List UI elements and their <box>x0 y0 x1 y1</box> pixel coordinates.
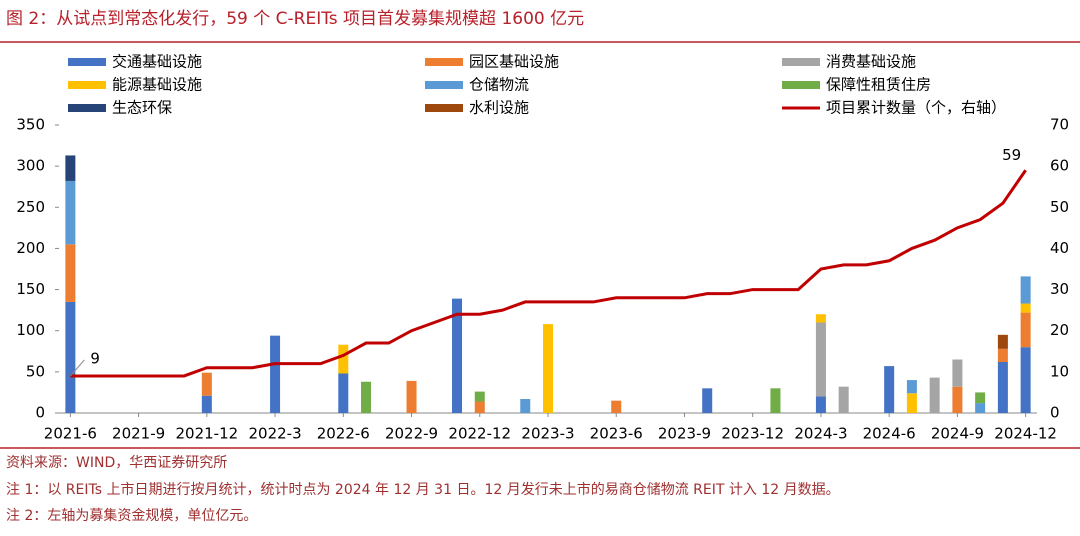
note: 注 2：左轴为募集资金规模，单位亿元。 <box>6 507 257 524</box>
bar <box>906 380 917 394</box>
data-label: 9 <box>90 349 100 367</box>
y2-tick-label: 40 <box>1050 239 1069 257</box>
y-tick-label: 300 <box>16 157 45 175</box>
bar <box>997 334 1008 349</box>
bar <box>406 380 417 413</box>
legend-label: 能源基础设施 <box>112 76 202 94</box>
x-tick-label: 2024-9 <box>931 425 984 443</box>
bar <box>338 344 349 374</box>
legend-swatch <box>425 81 463 89</box>
bar <box>770 388 781 413</box>
data-label: 59 <box>1002 146 1021 164</box>
bar <box>1020 276 1031 304</box>
bar <box>815 314 826 323</box>
bar <box>952 359 963 387</box>
bar <box>474 401 485 413</box>
bar <box>702 388 713 413</box>
bar <box>975 392 986 404</box>
y-tick-label: 350 <box>16 116 45 134</box>
bar <box>474 391 485 402</box>
legend-label: 交通基础设施 <box>112 53 202 71</box>
bar <box>361 381 372 413</box>
x-tick-label: 2024-12 <box>994 425 1057 443</box>
line <box>70 169 1027 378</box>
y2-tick-label: 20 <box>1050 321 1069 339</box>
legend-swatch <box>68 58 106 66</box>
x-tick-label: 2023-6 <box>590 425 643 443</box>
legend-label: 消费基础设施 <box>826 53 916 71</box>
x-tick-label: 2021-12 <box>175 425 238 443</box>
bar <box>815 396 826 413</box>
y-tick-label: 50 <box>26 362 45 380</box>
legend-label: 园区基础设施 <box>469 53 559 71</box>
bar <box>201 395 212 413</box>
y-tick-label: 100 <box>16 321 45 339</box>
x-tick-label: 2024-6 <box>863 425 916 443</box>
bar <box>270 335 281 413</box>
bar <box>65 301 76 413</box>
bar <box>520 399 531 413</box>
bar <box>997 361 1008 413</box>
bar <box>838 386 849 413</box>
source: 资料来源：WIND，华西证券研究所 <box>6 455 227 471</box>
legend-swatch <box>782 81 820 89</box>
legend-label: 保障性租赁住房 <box>826 76 931 94</box>
bar <box>611 400 622 413</box>
leader-line <box>69 359 85 377</box>
legend-label: 生态环保 <box>112 99 172 117</box>
x-tick-label: 2022-9 <box>385 425 438 443</box>
legend-label: 仓储物流 <box>469 76 529 94</box>
y-tick-label: 0 <box>35 404 45 422</box>
bar <box>884 366 895 413</box>
y2-tick-label: 50 <box>1050 198 1069 216</box>
legend-swatch <box>425 58 463 66</box>
legend-swatch <box>782 58 820 66</box>
bar <box>65 244 76 302</box>
y2-tick-label: 60 <box>1050 157 1069 175</box>
legend-swatch <box>425 104 463 112</box>
y-tick-label: 150 <box>16 280 45 298</box>
legend-label: 项目累计数量（个，右轴） <box>826 99 1006 117</box>
bar <box>906 393 917 413</box>
bar <box>452 298 463 413</box>
x-tick-label: 2023-3 <box>521 425 574 443</box>
x-tick-label: 2023-12 <box>721 425 784 443</box>
x-tick-label: 2022-12 <box>448 425 511 443</box>
x-tick-label: 2022-3 <box>248 425 301 443</box>
y2-tick-label: 70 <box>1050 116 1069 134</box>
bar <box>952 386 963 413</box>
legend-label: 水利设施 <box>469 99 529 117</box>
x-tick-label: 2021-9 <box>112 425 165 443</box>
legend-swatch <box>68 104 106 112</box>
y-tick-label: 250 <box>16 198 45 216</box>
bar <box>929 377 940 413</box>
bar <box>338 373 349 413</box>
x-tick-label: 2021-6 <box>44 425 97 443</box>
y-tick-label: 200 <box>16 239 45 257</box>
bar <box>975 403 986 413</box>
bar <box>201 372 212 396</box>
bar <box>542 324 554 413</box>
bar <box>1020 347 1031 413</box>
y2-tick-label: 0 <box>1050 404 1060 422</box>
bar <box>65 180 76 245</box>
note: 注 1：以 REITs 上市日期进行按月统计，统计时点为 2024 年 12 月… <box>6 481 840 498</box>
x-tick-label: 2024-3 <box>794 425 847 443</box>
bar <box>65 155 76 181</box>
chart-title: 图 2：从试点到常态化发行，59 个 C-REITs 项目首发募集规模超 160… <box>6 9 584 29</box>
x-tick-label: 2022-6 <box>317 425 370 443</box>
y2-tick-label: 10 <box>1050 362 1069 380</box>
bar <box>815 322 826 397</box>
x-tick-label: 2023-9 <box>658 425 711 443</box>
bar <box>997 348 1008 362</box>
bar <box>1020 303 1031 313</box>
bar <box>1020 312 1031 348</box>
legend-swatch <box>68 81 106 89</box>
y2-tick-label: 30 <box>1050 280 1069 298</box>
